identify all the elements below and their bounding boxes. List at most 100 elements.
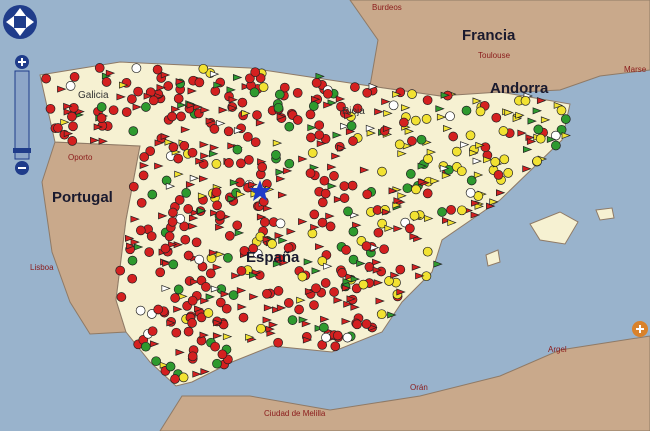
poi-marker[interactable] [433,260,443,268]
poi-marker[interactable] [379,244,389,255]
poi-marker[interactable] [187,318,197,328]
poi-marker[interactable] [170,374,180,384]
poi-marker[interactable] [244,154,254,165]
poi-marker[interactable] [160,71,171,79]
poi-marker[interactable] [147,326,158,337]
poi-marker[interactable] [278,236,288,244]
poi-marker[interactable] [515,111,525,119]
poi-marker[interactable] [228,96,238,104]
poi-marker[interactable] [156,84,166,92]
poi-marker[interactable] [131,63,142,74]
poi-marker[interactable] [121,107,132,117]
poi-marker[interactable] [341,284,352,292]
poi-marker[interactable] [69,72,80,82]
poi-marker[interactable] [422,246,433,257]
poi-marker[interactable] [130,215,140,223]
poi-marker[interactable] [350,303,360,311]
poi-marker[interactable] [495,189,506,197]
poi-marker[interactable] [139,152,150,162]
poi-marker[interactable] [329,171,339,181]
poi-marker[interactable] [279,82,290,93]
poi-marker[interactable] [211,187,222,198]
poi-marker[interactable] [274,232,284,240]
poi-marker[interactable] [411,184,421,195]
poi-marker[interactable] [130,238,140,246]
poi-marker[interactable] [421,114,432,124]
poi-marker[interactable] [302,336,313,344]
poi-marker[interactable] [155,267,166,278]
poi-marker[interactable] [303,258,314,266]
poi-marker[interactable] [174,195,185,205]
poi-marker[interactable] [401,104,411,112]
poi-marker[interactable] [93,123,104,131]
pan-left[interactable] [6,16,14,28]
poi-marker[interactable] [238,312,249,323]
poi-marker[interactable] [404,127,415,135]
poi-marker[interactable] [446,204,456,215]
poi-marker[interactable] [307,148,318,158]
poi-marker[interactable] [194,305,204,313]
poi-marker[interactable] [444,164,454,175]
poi-marker[interactable] [475,106,486,117]
poi-marker[interactable] [164,231,175,242]
poi-marker[interactable] [277,191,288,199]
poi-marker[interactable] [263,304,274,312]
poi-marker[interactable] [273,286,284,296]
poi-marker[interactable] [168,207,178,218]
poi-marker[interactable] [119,81,129,89]
poi-marker[interactable] [223,252,233,263]
poi-marker[interactable] [435,105,445,113]
poi-marker[interactable] [60,118,70,126]
poi-marker[interactable] [310,95,321,103]
poi-marker[interactable] [397,192,407,200]
poi-marker[interactable] [191,237,202,248]
poi-marker[interactable] [307,228,318,239]
poi-marker[interactable] [345,128,356,136]
poi-marker[interactable] [319,322,329,333]
poi-marker[interactable] [196,312,207,323]
poi-marker[interactable] [301,320,312,328]
poi-marker[interactable] [232,220,243,231]
poi-marker[interactable] [439,164,450,172]
poi-marker[interactable] [560,114,571,124]
capital-marker[interactable] [249,180,271,201]
poi-marker[interactable] [275,168,285,176]
poi-marker[interactable] [199,175,209,183]
poi-marker[interactable] [309,209,320,220]
poi-marker[interactable] [150,340,160,348]
poi-marker[interactable] [311,283,321,294]
poi-marker[interactable] [352,221,362,229]
poi-marker[interactable] [236,158,246,169]
pan-down[interactable] [14,28,26,36]
poi-marker[interactable] [556,105,567,116]
poi-marker[interactable] [236,266,247,276]
poi-marker[interactable] [128,181,139,192]
poi-marker[interactable] [209,144,220,152]
poi-marker[interactable] [257,162,268,172]
poi-marker[interactable] [262,288,272,299]
poi-marker[interactable] [256,213,267,221]
poi-marker[interactable] [210,86,221,96]
poi-marker[interactable] [306,132,316,143]
poi-marker[interactable] [279,259,289,267]
poi-marker[interactable] [337,144,347,152]
poi-marker[interactable] [183,326,194,337]
poi-marker[interactable] [249,87,260,98]
poi-marker[interactable] [143,92,153,100]
poi-marker[interactable] [208,249,219,257]
poi-marker[interactable] [67,111,77,122]
poi-marker[interactable] [90,136,100,144]
poi-marker[interactable] [286,227,296,235]
poi-marker[interactable] [63,108,73,116]
poi-marker[interactable] [561,132,571,140]
poi-marker[interactable] [176,111,186,122]
poi-marker[interactable] [402,183,413,194]
poi-marker[interactable] [171,105,181,113]
poi-marker[interactable] [405,223,415,234]
poi-marker[interactable] [397,150,407,158]
poi-marker[interactable] [245,333,255,341]
poi-marker[interactable] [333,196,344,204]
poi-marker[interactable] [198,63,209,74]
poi-marker[interactable] [393,225,403,233]
poi-marker[interactable] [124,234,135,242]
